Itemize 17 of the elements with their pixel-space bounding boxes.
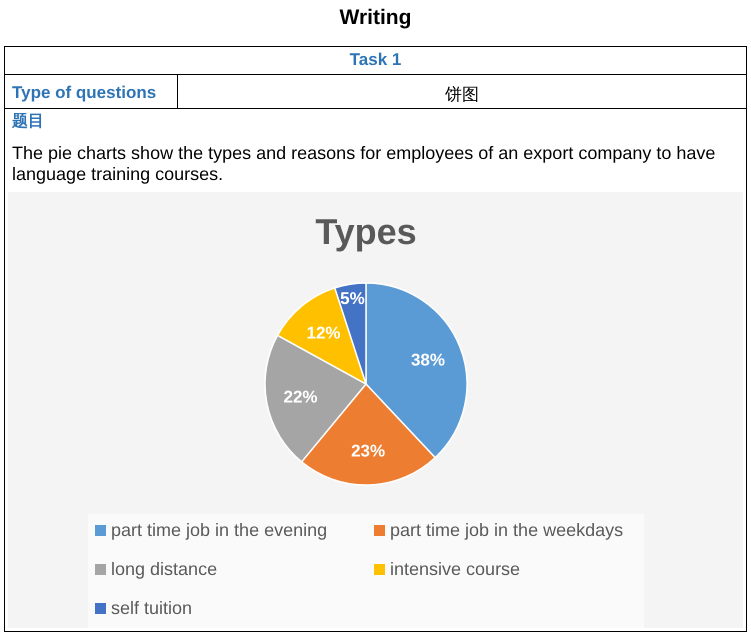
data-label: 22% <box>284 387 318 406</box>
legend-label: long distance <box>111 559 218 579</box>
legend-label: part time job in the evening <box>111 520 328 540</box>
data-label: 23% <box>351 442 386 461</box>
legend-label: intensive course <box>390 559 520 579</box>
data-label: 38% <box>410 350 445 370</box>
data-label: 12% <box>306 324 341 343</box>
legend-label: part time job in the weekdays <box>390 520 624 540</box>
data-label: 5% <box>340 289 365 308</box>
chart-title: Types <box>315 211 417 252</box>
text: Writing <box>338 6 412 30</box>
text: 题目 <box>12 112 44 132</box>
text: 饼图 <box>444 84 480 106</box>
text: The pie charts show the types and reasons for employees of an export company to have language training courses. <box>12 143 716 185</box>
legend-label: self tuition <box>111 598 192 618</box>
text: Type of questions <box>12 83 156 103</box>
text: Task 1 <box>348 50 402 70</box>
